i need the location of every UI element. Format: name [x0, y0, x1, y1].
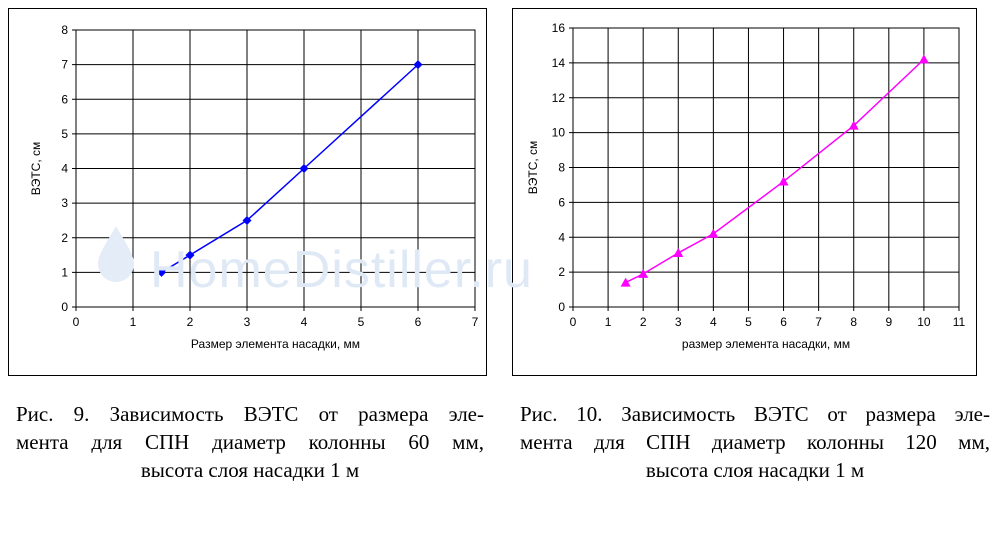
y-axis-label: ВЭТС, см: [526, 141, 540, 195]
chart-2-frame: 0 1 2 3 4 5 6 7 8 9 10 11 0 2 4 6 8 10 12 14 16 размер элемен…: [512, 8, 977, 376]
x-tick-label: 6: [780, 315, 787, 329]
y-tick-label: 6: [558, 195, 565, 209]
figure-9-caption: Рис. 9. Зависимость ВЭТС от размера эле-…: [16, 400, 484, 484]
x-tick-label: 0: [73, 315, 80, 329]
x-tick-label: 4: [710, 315, 717, 329]
caption-line: мента для СПН диаметр колонны 60 мм,: [16, 430, 484, 454]
chart-1: 0 1 2 3 4 5 6 7 0 1 2 3 4 5 6 7 8 Размер элемента насадки…: [29, 23, 479, 351]
y-tick-label: 4: [558, 230, 565, 244]
x-tick-label: 5: [745, 315, 752, 329]
data-point-marker: [157, 267, 166, 277]
y-tick-label: 14: [552, 56, 566, 70]
caption-line: мента для СПН диаметр колонны 120 мм,: [520, 430, 990, 454]
x-axis-label: Размер элемента насадки, мм: [191, 337, 360, 351]
x-tick-label: 6: [415, 315, 422, 329]
figure-10-caption: Рис. 10. Зависимость ВЭТС от размера эле…: [520, 400, 990, 484]
y-tick-label: 2: [558, 265, 565, 279]
data-point-marker: [620, 277, 631, 287]
data-point-marker: [638, 268, 649, 278]
x-axis-label: размер элемента насадки, мм: [682, 337, 850, 351]
data-point-marker: [778, 176, 789, 186]
y-tick-label: 3: [61, 196, 68, 210]
y-tick-label: 0: [558, 300, 565, 314]
x-tick-label: 7: [815, 315, 822, 329]
data-point-marker: [413, 60, 423, 70]
y-tick-label: 8: [558, 161, 565, 175]
y-tick-label: 0: [61, 300, 68, 314]
data-point-marker: [708, 228, 719, 238]
y-tick-label: 10: [552, 126, 566, 140]
x-tick-label: 4: [301, 315, 308, 329]
y-tick-label: 5: [61, 127, 68, 141]
x-tick-label: 2: [640, 315, 647, 329]
x-tick-label: 1: [130, 315, 137, 329]
y-tick-label: 12: [552, 91, 566, 105]
x-tick-label: 9: [885, 315, 892, 329]
x-tick-label: 2: [187, 315, 194, 329]
y-tick-label: 7: [61, 58, 68, 72]
y-tick-label: 6: [61, 92, 68, 106]
x-tick-label: 8: [850, 315, 857, 329]
series-line: [625, 58, 925, 284]
data-point-marker: [242, 215, 252, 225]
y-tick-label: 2: [61, 231, 68, 245]
data-point-marker: [918, 54, 929, 64]
caption-line: Рис. 10. Зависимость ВЭТС от размера эле…: [520, 402, 990, 426]
data-point-marker: [185, 250, 195, 260]
caption-line: Рис. 9. Зависимость ВЭТС от размера эле-: [16, 402, 484, 426]
y-tick-label: 16: [552, 21, 566, 35]
data-point-marker: [299, 164, 309, 173]
x-tick-label: 11: [953, 315, 966, 329]
chart-1-frame: 0 1 2 3 4 5 6 7 0 1 2 3 4 5 6 7 8 Размер элемента насадки…: [8, 8, 487, 376]
x-tick-label: 7: [472, 315, 479, 329]
x-tick-label: 3: [675, 315, 682, 329]
caption-line: высота слоя насадки 1 м: [645, 458, 865, 482]
y-tick-label: 8: [61, 23, 68, 37]
x-tick-label: 5: [358, 315, 365, 329]
y-axis-label: ВЭТС, см: [29, 142, 43, 196]
y-tick-label: 1: [61, 265, 68, 279]
y-tick-label: 4: [61, 162, 68, 176]
x-tick-label: 3: [244, 315, 251, 329]
x-tick-label: 1: [605, 315, 612, 329]
data-point-marker: [848, 120, 859, 130]
data-point-marker: [673, 247, 684, 257]
x-tick-label: 10: [917, 315, 931, 329]
caption-line: высота слоя насадки 1 м: [140, 458, 360, 482]
x-tick-label: 0: [570, 315, 577, 329]
